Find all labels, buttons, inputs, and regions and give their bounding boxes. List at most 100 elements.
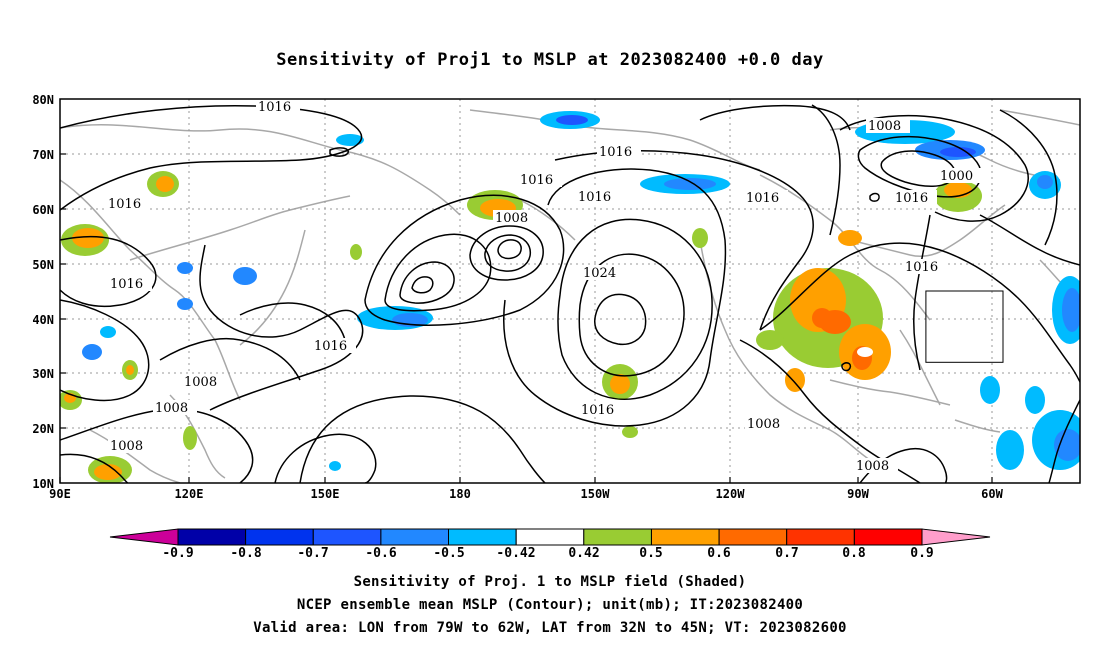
positive-sensitivity-region	[857, 347, 873, 357]
contour-label: 1016	[895, 191, 928, 206]
lat-label: 20N	[32, 422, 54, 436]
colorbar-label: 0.7	[775, 546, 798, 561]
colorbar-label: -0.5	[433, 546, 464, 561]
valid-area-box	[925, 290, 1004, 363]
map-title: Sensitivity of Proj1 to MSLP at 20230824…	[276, 50, 824, 70]
colorbar-low-arrow	[109, 528, 179, 546]
colorbar-cell	[177, 528, 247, 546]
colorbar-label: -0.7	[297, 546, 328, 561]
contour-label: 1008	[495, 211, 528, 226]
colorbar-label: 0.42	[568, 546, 599, 561]
positive-sensitivity-region	[785, 368, 805, 392]
contour-label: 1016	[520, 173, 553, 188]
lat-label: 40N	[32, 313, 54, 327]
colorbar-label: -0.8	[230, 546, 261, 561]
colorbar-cell	[651, 528, 720, 546]
contour-label: 1008	[868, 119, 901, 134]
contour-label: 1008	[747, 417, 780, 432]
map-frame	[59, 98, 1081, 484]
negative-sensitivity-region	[233, 267, 257, 285]
colorbar: -0.9 -0.8 -0.7 -0.6 -0.5 -0.42 0.42 0.5 …	[109, 528, 991, 561]
contour-labels: 1016 1016 1016 1016 1016 1016 1016 1016 …	[106, 99, 982, 474]
negative-sensitivity-region	[82, 344, 102, 360]
negative-sensitivity-region	[177, 262, 193, 274]
colorbar-label: 0.5	[639, 546, 662, 561]
colorbar-cell	[515, 528, 585, 546]
lon-label: 120W	[716, 487, 746, 501]
positive-sensitivity-region	[819, 310, 851, 334]
colorbar-cell	[853, 528, 923, 546]
colorbar-label: -0.42	[496, 546, 535, 561]
negative-sensitivity-region	[1062, 288, 1080, 332]
colorbar-label: 0.9	[910, 546, 933, 561]
contour-label: 1000	[940, 169, 973, 184]
contour-label: 1016	[599, 145, 632, 160]
negative-sensitivity-region	[1054, 429, 1080, 461]
contour-label: 1016	[108, 197, 141, 212]
colorbar-high-arrow	[921, 528, 991, 546]
colorbar-cell	[718, 528, 788, 546]
lon-label: 90E	[49, 487, 71, 501]
colorbar-label: -0.9	[162, 546, 193, 561]
lat-label: 60N	[32, 203, 54, 217]
colorbar-cell	[583, 528, 652, 546]
colorbar-cell	[448, 528, 517, 546]
negative-sensitivity-region	[1025, 386, 1045, 414]
footer-line-3: Valid area: LON from 79W to 62W, LAT fro…	[253, 620, 847, 636]
colorbar-cell	[380, 528, 449, 546]
colorbar-cell	[245, 528, 314, 546]
contour-label: 1008	[155, 401, 188, 416]
negative-sensitivity-region	[100, 326, 116, 338]
negative-sensitivity-region	[940, 147, 976, 157]
contour-label: 1016	[746, 191, 779, 206]
lon-label: 150E	[311, 487, 340, 501]
colorbar-label: -0.6	[365, 546, 396, 561]
contour-label: 1016	[578, 190, 611, 205]
axis-ticks	[59, 153, 993, 483]
positive-sensitivity-region	[610, 374, 630, 394]
contour-label: 1024	[583, 266, 616, 281]
colorbar-cell	[312, 528, 382, 546]
lon-label: 90W	[847, 487, 869, 501]
negative-sensitivity-region	[177, 298, 193, 310]
positive-sensitivity-region	[72, 228, 104, 248]
contour-label: 1008	[856, 459, 889, 474]
map-background	[60, 99, 1080, 483]
negative-sensitivity-region	[336, 134, 364, 146]
negative-sensitivity-region	[664, 178, 716, 190]
lat-label: 70N	[32, 148, 54, 162]
positive-sensitivity-region	[183, 426, 197, 450]
positive-sensitivity-region	[838, 230, 862, 246]
positive-sensitivity-region	[126, 365, 134, 375]
grid-lines	[60, 99, 1080, 483]
negative-sensitivity-region	[996, 430, 1024, 470]
negative-sensitivity-region	[556, 115, 588, 125]
colorbar-label: 0.6	[707, 546, 731, 561]
contour-label: 1016	[905, 260, 938, 275]
contour-label: 1016	[258, 100, 291, 115]
lon-label: 150W	[581, 487, 611, 501]
lon-label: 60W	[981, 487, 1003, 501]
contour-label: 1016	[314, 339, 347, 354]
latitude-labels: 80N 70N 60N 50N 40N 30N 20N 10N	[32, 93, 54, 491]
negative-sensitivity-region	[1037, 175, 1053, 189]
positive-sensitivity-region	[156, 176, 174, 192]
positive-sensitivity-region	[622, 426, 638, 438]
positive-sensitivity-region	[692, 228, 708, 248]
positive-sensitivity-region	[350, 244, 362, 260]
footer-line-2: NCEP ensemble mean MSLP (Contour); unit(…	[296, 597, 804, 613]
lon-label: 180	[449, 487, 471, 501]
contour-label: 1016	[110, 277, 143, 292]
contour-label: 1008	[110, 439, 143, 454]
lon-label: 120E	[175, 487, 204, 501]
mslp-contours	[60, 104, 1080, 483]
contour-label: 1008	[184, 375, 217, 390]
contour-label: 1016	[581, 403, 614, 418]
lat-label: 50N	[32, 258, 54, 272]
positive-sensitivity-region	[756, 330, 784, 350]
negative-sensitivity-region	[329, 461, 341, 471]
lat-label: 10N	[32, 477, 54, 491]
lat-label: 30N	[32, 367, 54, 381]
colorbar-label: 0.8	[842, 546, 866, 561]
